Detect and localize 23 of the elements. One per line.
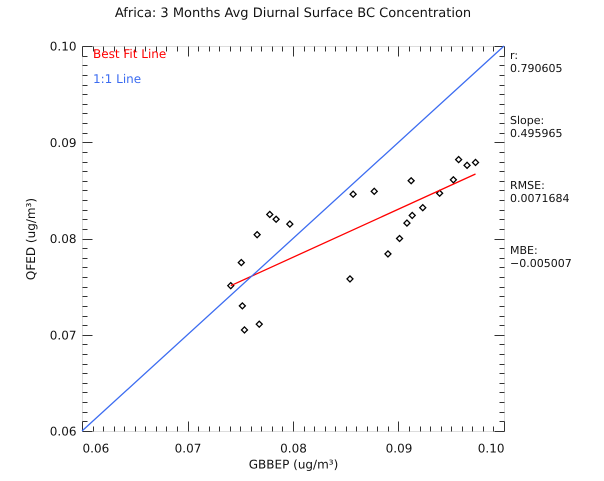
x-tick-label: 0.07: [174, 442, 202, 456]
text: −0.005007: [510, 257, 572, 270]
x-axis-title: GBBEP (ug/m³): [248, 458, 338, 472]
x-tick-label: 0.10: [478, 442, 504, 456]
text: Slope:: [510, 114, 544, 127]
y-tick-label: 0.10: [50, 40, 76, 54]
text: 0.495965: [510, 127, 562, 140]
text: Best Fit Line: [93, 47, 166, 61]
y-tick-label: 0.09: [50, 136, 76, 150]
x-tick-label: 0.06: [82, 442, 110, 456]
text: 0.0071684: [510, 192, 570, 205]
y-axis-title: QFED (ug/m³): [24, 198, 38, 280]
text: MBE:: [510, 244, 538, 257]
y-tick-label: 0.06: [50, 424, 76, 438]
y-tick-label: 0.08: [50, 232, 76, 246]
x-tick-label: 0.08: [280, 442, 307, 456]
text: RMSE:: [510, 179, 545, 192]
text: 1:1 Line: [93, 72, 142, 86]
x-tick-label: 0.09: [386, 442, 412, 456]
text: r:: [510, 49, 518, 62]
y-tick-label: 0.07: [50, 328, 76, 342]
chart-title: Africa: 3 Months Avg Diurnal Surface BC Concentration: [114, 6, 472, 21]
text: 0.790605: [510, 62, 562, 75]
